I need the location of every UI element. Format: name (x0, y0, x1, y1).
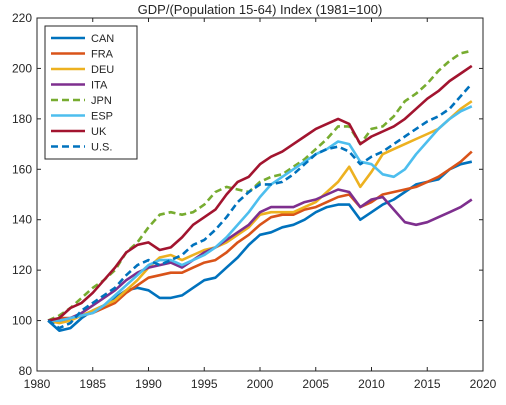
series-line-uk (47, 64, 473, 322)
y-tick-label: 80 (19, 364, 33, 378)
series-line-deu (47, 100, 473, 325)
y-tick-label: 220 (12, 11, 32, 25)
legend: CAN FRA DEU ITA JPN ESP UK U.S. (44, 25, 138, 160)
x-tick-label: 1990 (135, 377, 162, 391)
y-tick-label: 120 (12, 263, 32, 277)
series-line-fra (47, 150, 473, 322)
legend-label-ita: ITA (91, 80, 108, 92)
legend-label-can: CAN (91, 33, 114, 45)
x-tick-label: 1985 (79, 377, 106, 391)
x-tick-label: 2000 (247, 377, 274, 391)
legend-label-us: U.S. (91, 142, 112, 154)
y-tick-label: 160 (12, 162, 32, 176)
x-tick-label: 2010 (358, 377, 385, 391)
legend-label-esp: ESP (91, 111, 113, 123)
y-tick-label: 200 (12, 61, 32, 75)
series-line-us (47, 82, 473, 330)
chart-title: GDP/(Population 15-64) Index (1981=100) (138, 2, 383, 17)
x-tick-label: 2015 (414, 377, 441, 391)
y-tick-label: 140 (12, 213, 32, 227)
series-line-ita (48, 188, 473, 322)
axes: 1980 1985 1990 1995 2000 2005 2010 2015 2020 80 10… (12, 11, 497, 391)
x-tick-label: 2005 (302, 377, 329, 391)
series-layer (47, 49, 473, 333)
legend-label-deu: DEU (91, 64, 114, 76)
series-line-esp (48, 105, 473, 322)
legend-label-fra: FRA (91, 49, 114, 61)
y-tick-label: 180 (12, 112, 32, 126)
x-tick-label: 1980 (24, 377, 51, 391)
legend-label-jpn: JPN (91, 95, 112, 107)
legend-box (44, 25, 138, 160)
y-tick-label: 100 (12, 314, 32, 328)
legend-label-uk: UK (91, 126, 107, 138)
x-tick-label: 1995 (191, 377, 218, 391)
x-tick-label: 2020 (470, 377, 497, 391)
